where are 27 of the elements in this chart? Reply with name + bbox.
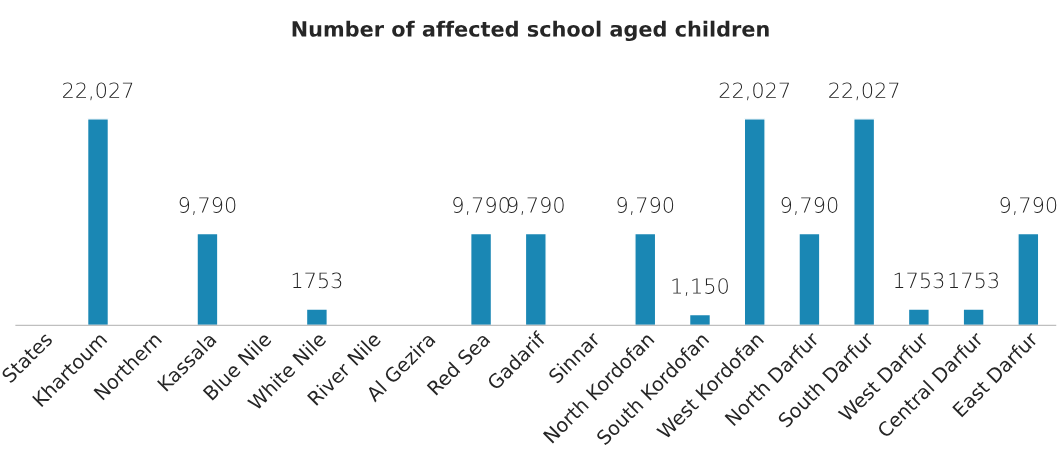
bar: [86, 118, 110, 326]
data-label: 9,790: [781, 197, 838, 216]
bar: [688, 313, 712, 326]
bar: [962, 308, 985, 326]
bar: [196, 232, 219, 326]
data-label: 1753: [949, 272, 998, 289]
chart-title: Number of affected school aged children: [292, 20, 769, 42]
bar: [798, 232, 821, 326]
data-label: 1753: [292, 272, 342, 289]
data-label: 9,790: [179, 197, 236, 216]
data-label: 9,790: [1000, 197, 1057, 216]
bar: [907, 308, 930, 326]
bar: [469, 232, 493, 326]
bar: [634, 232, 657, 326]
data-label: 22,027: [63, 82, 133, 101]
data-label: 1753: [894, 272, 944, 289]
data-label: 1,150: [672, 278, 728, 297]
data-label: 9,790: [508, 197, 564, 216]
bar: [853, 118, 876, 326]
bar: [743, 118, 766, 326]
data-label: 9,790: [617, 197, 674, 216]
data-label: 22,027: [829, 82, 899, 101]
bar: [524, 232, 547, 326]
data-label: 9,790: [453, 197, 509, 216]
data-label: 22,027: [719, 82, 789, 101]
bar: [305, 308, 328, 326]
bar: [1017, 232, 1040, 326]
